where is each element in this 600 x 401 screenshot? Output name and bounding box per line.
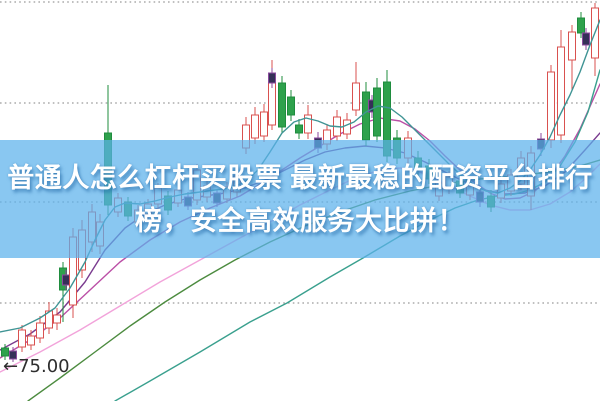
candle-body-up: [260, 111, 268, 137]
candle-body-up: [557, 46, 565, 136]
candle-body-down: [373, 87, 381, 137]
candle-body-dark: [9, 350, 17, 360]
candle-body-dark: [268, 72, 276, 84]
headline-line-2: 榜，安全高效服务大比拼！: [135, 206, 465, 236]
headline-banner: 普通人怎么杠杆买股票 最新最稳的配资平台排行 榜，安全高效服务大比拼！: [0, 140, 600, 258]
candle-body-up: [352, 82, 360, 111]
candle-body-down: [577, 17, 585, 34]
candle-body-down: [362, 91, 370, 141]
candle-body-up: [18, 329, 26, 348]
candle-body-up: [343, 119, 351, 135]
candle-body-up: [304, 114, 312, 134]
candle-body-up: [36, 322, 44, 339]
candle-body-down: [295, 124, 303, 134]
candle-body-up: [251, 114, 259, 139]
candle-body-dark: [62, 274, 70, 286]
headline-line-1: 普通人怎么杠杆买股票 最新最稳的配资平台排行: [7, 163, 593, 193]
candle-body-up: [568, 31, 576, 61]
candle-body-down: [278, 82, 286, 128]
candle-body-down: [287, 96, 295, 116]
candle-body-up: [27, 335, 35, 346]
candle-body-dark: [582, 32, 590, 46]
candle-body-up: [45, 310, 53, 329]
last-price-label: ←75.00: [3, 356, 70, 377]
candle-body-down: [1, 347, 9, 357]
candle-body-up: [53, 314, 61, 324]
